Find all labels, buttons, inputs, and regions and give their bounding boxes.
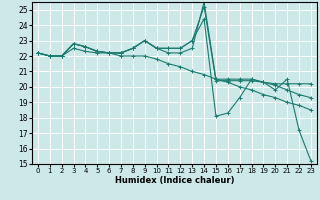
X-axis label: Humidex (Indice chaleur): Humidex (Indice chaleur) xyxy=(115,176,234,185)
